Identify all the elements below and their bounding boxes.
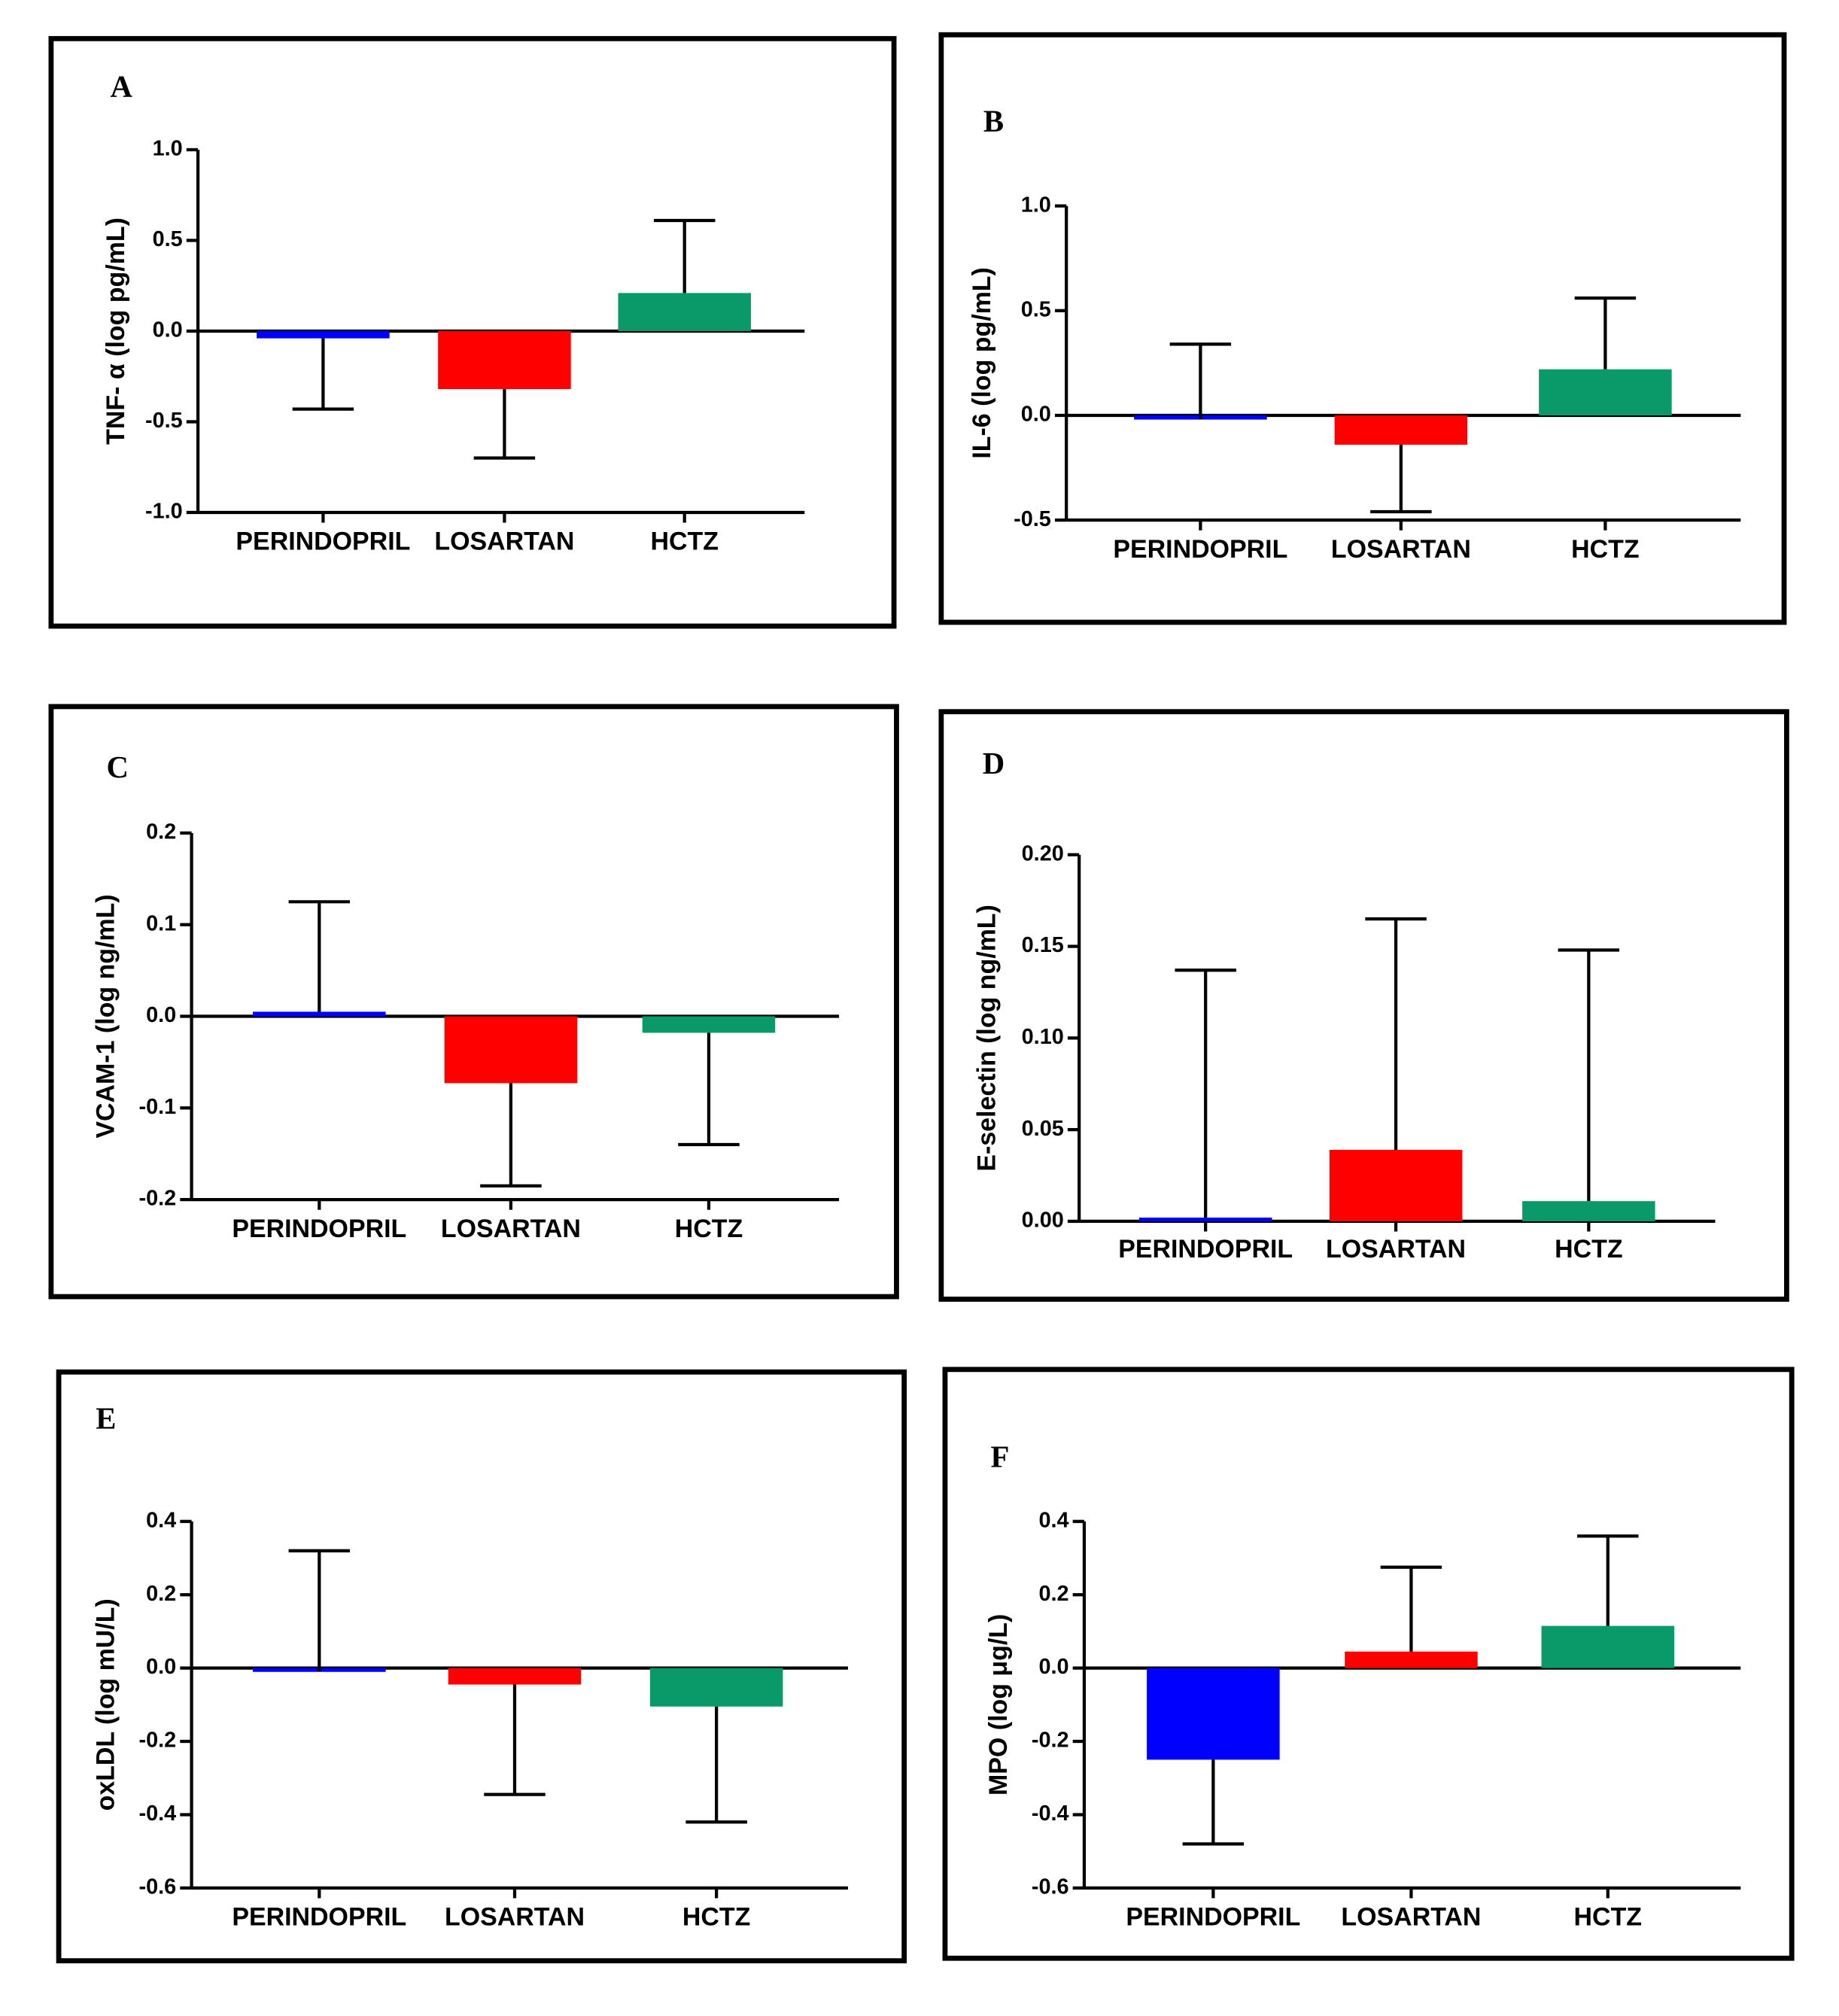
- x-tick-label: HCTZ: [650, 528, 718, 556]
- x-tick-label: PERINDOPRIL: [1126, 1903, 1300, 1932]
- panel-label: B: [983, 104, 1004, 138]
- y-tick-label: 0.20: [1022, 841, 1064, 865]
- x-tick-label: PERINDOPRIL: [232, 1903, 406, 1932]
- y-tick-label: -0.2: [139, 1187, 177, 1211]
- panel-label: A: [111, 70, 133, 104]
- panel-frame: [48, 704, 899, 1300]
- x-tick-label: PERINDOPRIL: [1113, 535, 1287, 564]
- y-tick-label: 0.15: [1022, 933, 1064, 957]
- y-tick-label: 0.4: [1038, 1508, 1068, 1532]
- y-tick-label: 1.0: [1021, 193, 1051, 217]
- x-tick-label: HCTZ: [682, 1903, 750, 1932]
- y-tick-label: 0.0: [1021, 403, 1051, 427]
- x-tick-label: LOSARTAN: [445, 1903, 585, 1932]
- panel-label: C: [106, 750, 128, 784]
- bar: [618, 293, 751, 331]
- y-tick-label: -0.5: [145, 409, 183, 433]
- y-axis-label: MPO (log μg/L): [984, 1614, 1013, 1796]
- y-tick-label: -0.1: [139, 1095, 177, 1119]
- x-tick-label: HCTZ: [675, 1215, 743, 1243]
- bar: [257, 330, 390, 339]
- y-tick-label: -0.4: [139, 1802, 177, 1826]
- y-tick-label: 0.1: [146, 911, 176, 935]
- x-tick-label: LOSARTAN: [1326, 1235, 1466, 1263]
- y-tick-label: 0.0: [1038, 1655, 1068, 1679]
- bar: [1147, 1668, 1280, 1760]
- bar: [642, 1016, 776, 1033]
- y-tick-label: 0.5: [153, 227, 183, 251]
- x-tick-label: HCTZ: [1571, 535, 1639, 564]
- y-tick-label: -0.5: [1014, 507, 1051, 531]
- x-tick-label: LOSARTAN: [1331, 535, 1471, 564]
- y-tick-label: 1.0: [153, 137, 183, 161]
- x-tick-label: LOSARTAN: [1341, 1903, 1481, 1932]
- bar: [1539, 369, 1672, 415]
- bar: [448, 1668, 582, 1685]
- y-tick-label: 0.2: [1038, 1582, 1068, 1606]
- x-tick-label: PERINDOPRIL: [232, 1215, 406, 1243]
- bar: [1138, 1218, 1272, 1222]
- y-tick-label: 0.2: [146, 1582, 176, 1606]
- y-tick-label: 0.0: [146, 1003, 176, 1027]
- y-tick-label: -0.6: [139, 1875, 177, 1899]
- panel-label: F: [990, 1440, 1009, 1474]
- y-tick-label: -0.4: [1032, 1802, 1069, 1826]
- y-tick-label: -1.0: [145, 500, 183, 524]
- y-tick-label: 0.00: [1022, 1209, 1064, 1233]
- panel-frame: [56, 1369, 907, 1964]
- y-axis-label: VCAM-1 (log ng/mL): [92, 894, 120, 1138]
- y-axis-label: E-selectin (log ng/mL): [973, 905, 1002, 1171]
- y-tick-label: -0.6: [1032, 1875, 1069, 1899]
- y-tick-label: 0.05: [1022, 1117, 1064, 1141]
- y-axis-label: IL-6 (log pg/mL): [968, 267, 996, 458]
- panel-frame: [938, 709, 1789, 1302]
- bar: [438, 330, 571, 390]
- panel-frame: [938, 32, 1787, 625]
- y-tick-label: 0.2: [146, 820, 176, 844]
- panel-label: D: [983, 746, 1005, 780]
- x-tick-label: PERINDOPRIL: [1118, 1235, 1293, 1263]
- bar: [1522, 1201, 1655, 1221]
- x-tick-label: LOSARTAN: [441, 1215, 581, 1243]
- bar: [1541, 1625, 1675, 1668]
- bar: [1345, 1651, 1478, 1668]
- y-tick-label: 0.10: [1022, 1025, 1064, 1049]
- bar: [1334, 415, 1468, 445]
- bar: [1329, 1149, 1463, 1221]
- panel-label: E: [96, 1402, 116, 1436]
- y-tick-label: 0.0: [146, 1655, 176, 1679]
- x-tick-label: HCTZ: [1555, 1235, 1622, 1263]
- bar: [444, 1016, 578, 1084]
- y-tick-label: -0.2: [1032, 1729, 1069, 1753]
- panel-frame: [48, 35, 897, 629]
- x-tick-label: LOSARTAN: [434, 528, 574, 556]
- y-axis-label: TNF- α (log pg/mL): [102, 217, 130, 445]
- y-tick-label: 0.4: [146, 1508, 176, 1532]
- y-tick-label: 0.5: [1021, 297, 1051, 321]
- x-tick-label: PERINDOPRIL: [236, 528, 410, 556]
- x-tick-label: HCTZ: [1574, 1903, 1642, 1932]
- panel-frame: [942, 1367, 1795, 1961]
- y-tick-label: 0.0: [153, 318, 183, 342]
- y-axis-label: oxLDL (log mU/L): [92, 1598, 120, 1811]
- y-tick-label: -0.2: [139, 1729, 177, 1753]
- bar: [253, 1011, 386, 1017]
- bar: [649, 1668, 783, 1707]
